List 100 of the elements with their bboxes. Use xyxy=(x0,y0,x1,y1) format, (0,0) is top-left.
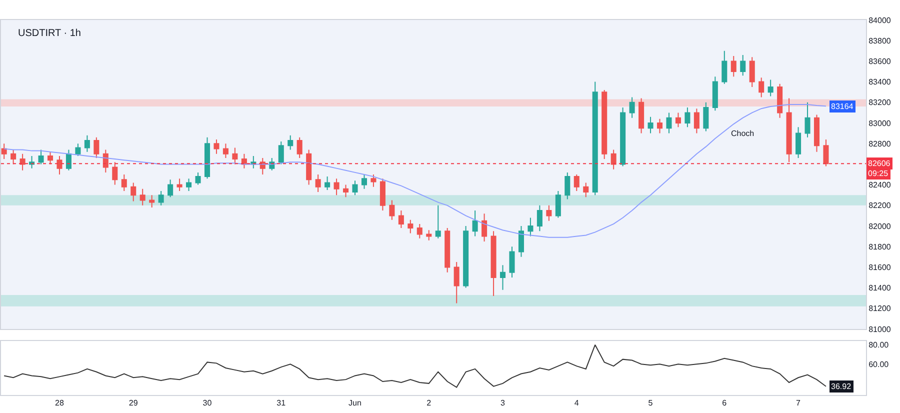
candlestick xyxy=(10,149,16,165)
candlestick xyxy=(500,264,506,290)
candlestick xyxy=(361,174,367,190)
candlestick xyxy=(158,190,164,206)
candlestick xyxy=(214,138,220,154)
candlestick xyxy=(315,174,321,193)
y-tick-label: 81800 xyxy=(868,242,892,252)
candlestick xyxy=(546,204,552,222)
candlestick xyxy=(47,151,54,165)
y-tick-label: 81200 xyxy=(868,304,892,314)
y-tick-label: 83800 xyxy=(868,36,892,46)
candlestick xyxy=(408,219,414,234)
candlestick xyxy=(416,223,422,239)
annotation: Choch xyxy=(731,129,754,138)
y-tick-label: 82000 xyxy=(868,222,892,231)
candlestick xyxy=(149,194,155,208)
candlestick xyxy=(509,246,515,278)
candlestick xyxy=(620,107,626,167)
candlestick xyxy=(564,172,570,200)
candlestick xyxy=(574,174,580,192)
y-tick-label: 83000 xyxy=(868,118,892,128)
candlestick xyxy=(370,174,376,188)
candlestick xyxy=(232,147,238,165)
candlestick xyxy=(352,180,358,196)
candlestick xyxy=(490,230,496,297)
y-tick-label: 83400 xyxy=(868,78,892,87)
candlestick xyxy=(296,136,302,159)
x-tick-label: 3 xyxy=(500,398,506,408)
candlestick xyxy=(195,172,201,186)
candlestick xyxy=(1,143,7,160)
candlestick xyxy=(112,162,118,186)
y-tick-label: 81000 xyxy=(868,324,892,334)
candlestick xyxy=(130,182,136,202)
candlestick xyxy=(768,79,774,97)
x-tick-label: 4 xyxy=(574,398,580,408)
candlestick xyxy=(472,210,478,237)
candlestick xyxy=(823,138,829,167)
candlestick xyxy=(758,77,764,98)
candlestick xyxy=(648,116,654,134)
candlestick xyxy=(140,188,146,206)
y-tick-label: 82400 xyxy=(868,180,892,190)
candlestick xyxy=(168,179,174,198)
candlestick xyxy=(518,226,524,258)
candlestick xyxy=(602,90,608,160)
candlestick xyxy=(638,98,644,134)
candlestick xyxy=(656,118,663,134)
candlestick xyxy=(722,50,728,84)
y-tick-label: 83200 xyxy=(868,98,892,108)
candlestick xyxy=(278,141,284,165)
candlestick xyxy=(56,155,62,175)
annotation: 83164 xyxy=(831,102,854,111)
candlestick xyxy=(786,98,792,163)
candlestick xyxy=(389,200,395,220)
candlestick xyxy=(94,136,100,159)
text: 09:25 xyxy=(868,169,889,178)
y-tick-label: 82200 xyxy=(868,201,892,210)
annotation: 36.92 xyxy=(831,382,852,391)
x-tick-label: 7 xyxy=(796,398,802,408)
candlestick xyxy=(629,96,635,118)
candlestick xyxy=(777,83,783,118)
x-tick-label: 30 xyxy=(202,398,212,408)
candlestick xyxy=(176,178,182,192)
x-tick-label: Jun xyxy=(348,398,362,408)
candlestick xyxy=(435,204,441,239)
candlestick xyxy=(610,149,616,170)
candlestick xyxy=(288,134,294,150)
candlestick xyxy=(75,143,81,156)
candlestick xyxy=(592,81,598,196)
candlestick xyxy=(749,56,755,88)
candlestick xyxy=(796,126,802,159)
candlestick xyxy=(528,217,534,237)
x-tick-label: 28 xyxy=(55,398,64,408)
line-series xyxy=(4,104,826,238)
candlestick xyxy=(398,210,404,229)
y-tick-label: 80.00 xyxy=(868,340,890,350)
candlestick xyxy=(454,262,460,304)
candlestick xyxy=(482,213,488,242)
candlestick xyxy=(84,134,90,152)
candlestick xyxy=(583,182,589,198)
candlestick xyxy=(66,149,72,171)
candlestick xyxy=(306,149,312,186)
y-tick-label: 83600 xyxy=(868,57,892,66)
candlestick xyxy=(730,56,736,78)
candlestick xyxy=(222,143,228,159)
candlestick xyxy=(102,149,108,173)
x-tick-label: 5 xyxy=(648,398,654,408)
candlestick xyxy=(536,204,542,232)
candlestick xyxy=(380,178,386,212)
candlestick xyxy=(675,112,681,128)
candlestick xyxy=(703,102,709,132)
candlestick xyxy=(121,174,127,192)
line-series xyxy=(4,344,826,388)
candlestick xyxy=(426,230,432,241)
candlestick xyxy=(204,136,210,180)
x-tick-label: 6 xyxy=(722,398,728,408)
x-tick-label: 2 xyxy=(426,398,432,408)
y-tick-label: 84000 xyxy=(868,16,892,25)
text: USDTIRT · 1h xyxy=(18,28,81,39)
candlestick xyxy=(684,107,690,128)
candlestick xyxy=(38,149,44,165)
